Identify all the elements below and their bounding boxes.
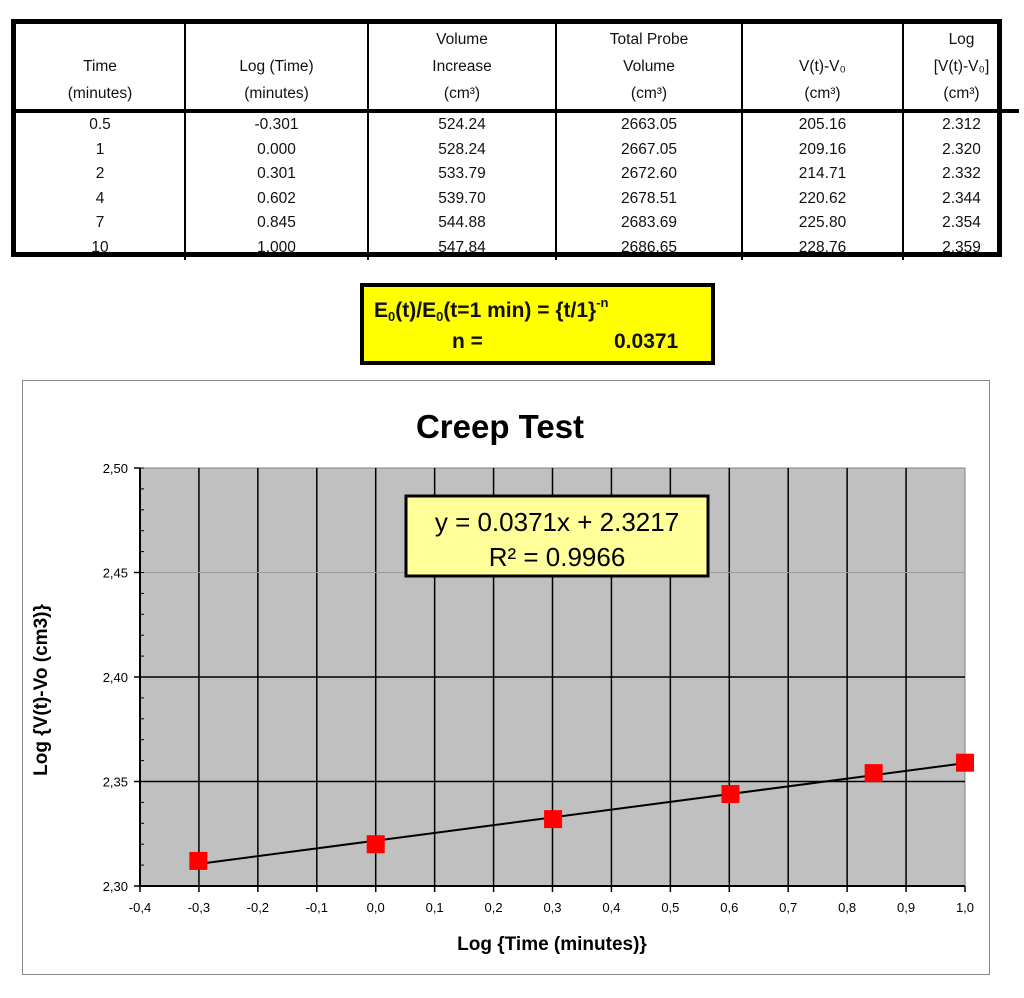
table-row: 1 0.000 528.24 2667.05 209.16 2.320 bbox=[16, 137, 1019, 162]
table-cell: 7 bbox=[95, 214, 105, 231]
data-point-marker bbox=[544, 810, 563, 829]
table-cell: 528.24 bbox=[367, 137, 556, 162]
data-point-marker bbox=[956, 753, 974, 772]
table-cell: 2663.05 bbox=[555, 111, 742, 138]
table-row: 4 0.602 539.70 2678.51 220.62 2.344 bbox=[16, 186, 1019, 211]
y-tick-label: 2,40 bbox=[103, 670, 128, 685]
y-axis-label: Log {V(t)-Vo (cm3)} bbox=[31, 604, 52, 776]
x-axis-label: Log {Time (minutes)} bbox=[457, 934, 647, 955]
x-tick-label: 0,0 bbox=[367, 900, 385, 915]
table-row: 2 0.301 533.79 2672.60 214.71 2.332 bbox=[16, 162, 1019, 187]
n-label: n = bbox=[452, 330, 483, 353]
table-cell: 228.76 bbox=[741, 235, 903, 260]
x-tick-label: 0,6 bbox=[720, 900, 738, 915]
table-cell: 2672.60 bbox=[555, 162, 742, 187]
x-tick-label: 0,3 bbox=[543, 900, 561, 915]
table-cell: 10 bbox=[91, 238, 109, 256]
column-header: Volume Increase (cm³) bbox=[367, 24, 556, 113]
table-cell: 2 bbox=[95, 165, 105, 182]
table-cell: 533.79 bbox=[367, 162, 556, 187]
table-cell: -0.301 bbox=[184, 111, 368, 138]
table-cell: 0.000 bbox=[184, 137, 368, 162]
table-cell: 2.354 bbox=[902, 211, 1019, 236]
table-cell: 1 bbox=[95, 140, 105, 158]
y-tick-label: 2,50 bbox=[103, 461, 128, 476]
column-header: Time (minutes) bbox=[16, 24, 185, 113]
x-tick-label: 0,1 bbox=[426, 900, 444, 915]
table-cell: 2686.65 bbox=[555, 235, 742, 260]
column-header: Log (Time) (minutes) bbox=[184, 24, 368, 113]
x-tick-label: 0,5 bbox=[661, 900, 679, 915]
table-cell: 544.88 bbox=[367, 211, 556, 236]
table-row: 7 0.845 544.88 2683.69 225.80 2.354 bbox=[16, 211, 1019, 236]
table-row: 0.5 -0.301 524.24 2663.05 205.16 2.312 bbox=[16, 111, 1019, 138]
table-cell: 2.359 bbox=[902, 235, 1019, 260]
table-cell: 214.71 bbox=[741, 162, 903, 187]
column-header: Log [V(t)-V₀] (cm³) bbox=[902, 24, 1019, 113]
x-tick-label: 1,0 bbox=[956, 900, 974, 915]
chart-title: Creep Test bbox=[416, 408, 584, 445]
x-tick-label: 0,9 bbox=[897, 900, 915, 915]
regression-annotation-box bbox=[404, 494, 710, 578]
table-cell: 1.000 bbox=[184, 235, 368, 260]
x-tick-label: -0,3 bbox=[188, 900, 210, 915]
column-header: Total Probe Volume (cm³) bbox=[555, 24, 742, 113]
table-cell: 2678.51 bbox=[555, 186, 742, 211]
table-cell: 2.332 bbox=[902, 162, 1019, 187]
x-tick-label: 0,8 bbox=[838, 900, 856, 915]
table-cell: 2.320 bbox=[902, 137, 1019, 162]
r-squared-value: R² = 0.9966 bbox=[489, 542, 626, 572]
data-point-marker bbox=[366, 835, 385, 854]
x-tick-label: -0,4 bbox=[129, 900, 151, 915]
data-table: Time (minutes) Log (Time) (minutes) Volume I… bbox=[11, 19, 1019, 260]
table-cell: 2667.05 bbox=[555, 137, 742, 162]
data-point-marker bbox=[189, 851, 208, 870]
x-tick-label: -0,2 bbox=[247, 900, 269, 915]
n-value: 0.0371 bbox=[614, 330, 679, 353]
table-cell: 0.845 bbox=[184, 211, 368, 236]
column-header: V(t)-V₀ (cm³) bbox=[741, 24, 903, 113]
table-row: 10 1.000 547.84 2686.65 228.76 2.359 bbox=[16, 235, 1019, 260]
table-cell: 524.24 bbox=[367, 111, 556, 138]
table-cell: 205.16 bbox=[741, 111, 903, 138]
equation-box: E0(t)/E0(t=1 min) = {t/1}-n n = 0.0371 bbox=[360, 283, 715, 365]
table-cell: 0.602 bbox=[184, 186, 368, 211]
y-tick-label: 2,35 bbox=[103, 775, 128, 790]
trendline bbox=[198, 762, 966, 865]
x-tick-label: 0,4 bbox=[602, 900, 620, 915]
data-point-marker bbox=[864, 764, 883, 783]
table-cell: 539.70 bbox=[367, 186, 556, 211]
x-tick-label: -0,1 bbox=[306, 900, 328, 915]
table-cell: 225.80 bbox=[741, 211, 903, 236]
x-tick-label: 0,2 bbox=[485, 900, 503, 915]
table-cell: 2.344 bbox=[902, 186, 1019, 211]
table-cell: 0.301 bbox=[184, 162, 368, 187]
equation-formula: E0(t)/E0(t=1 min) = {t/1}-n bbox=[374, 295, 609, 324]
y-tick-label: 2,45 bbox=[103, 566, 128, 581]
table-cell: 2.312 bbox=[902, 111, 1019, 138]
data-point-marker bbox=[721, 785, 740, 804]
table-cell: 2683.69 bbox=[555, 211, 742, 236]
table-cell: 547.84 bbox=[367, 235, 556, 260]
y-tick-label: 2,30 bbox=[103, 879, 128, 894]
table-cell: 220.62 bbox=[741, 186, 903, 211]
table-cell: 209.16 bbox=[741, 137, 903, 162]
table-cell: 4 bbox=[95, 189, 105, 207]
regression-equation: y = 0.0371x + 2.3217 bbox=[435, 507, 679, 537]
x-tick-label: 0,7 bbox=[779, 900, 797, 915]
table-cell: 0.5 bbox=[89, 116, 111, 133]
